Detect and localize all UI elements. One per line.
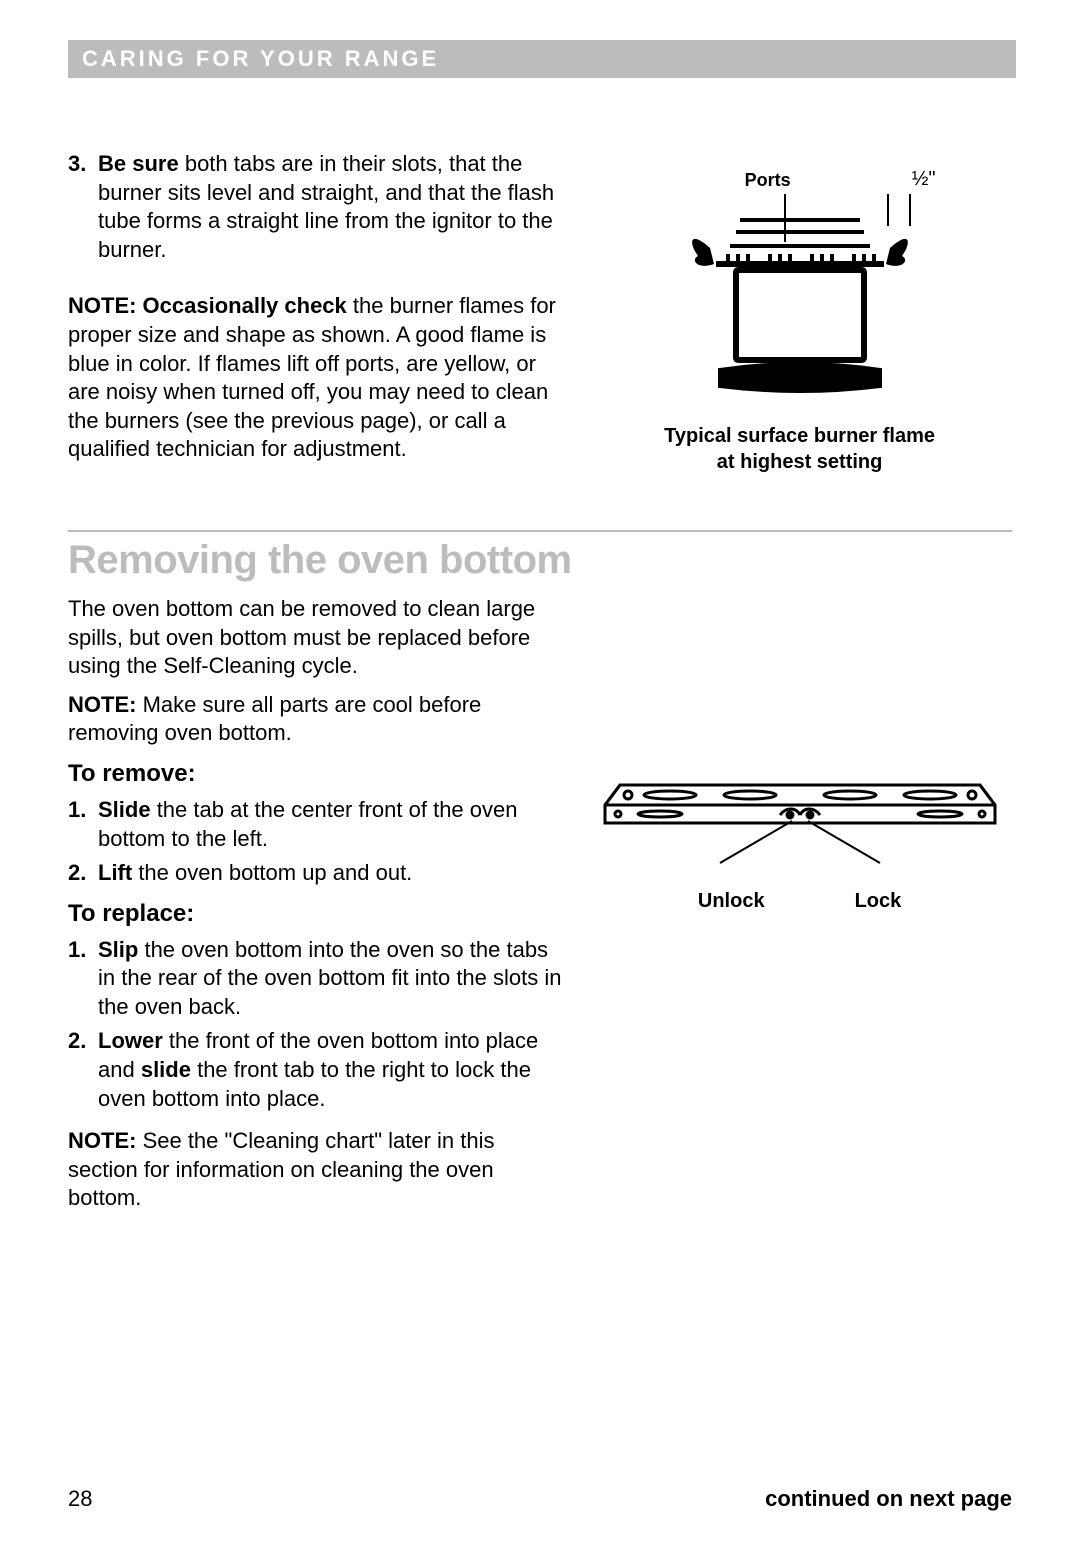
list-text: Slip the oven bottom into the oven so th… xyxy=(98,936,567,1022)
list-num: 2. xyxy=(68,859,92,888)
ports-label: Ports xyxy=(745,170,791,191)
step-bold: Be sure xyxy=(98,151,179,176)
note2-bold: NOTE: xyxy=(68,692,136,717)
unlock-lock-labels: Unlock Lock xyxy=(587,890,1012,913)
lock-label: Lock xyxy=(855,890,902,913)
burner-figure-column: Ports ½" xyxy=(587,150,1012,492)
bottom-left-column: The oven bottom can be removed to clean … xyxy=(68,595,587,1223)
list-rest: the oven bottom into the oven so the tab… xyxy=(98,937,561,1019)
list-bold: Lift xyxy=(98,860,132,885)
unlock-label: Unlock xyxy=(698,890,765,913)
page-number: 28 xyxy=(68,1486,92,1512)
header-bar: CARING FOR YOUR RANGE xyxy=(68,40,1016,78)
list-num: 1. xyxy=(68,796,92,853)
replace-step-1: 1. Slip the oven bottom into the oven so… xyxy=(68,936,567,1022)
step-text: Be sure both tabs are in their slots, th… xyxy=(98,150,567,264)
list-text: Lift the oven bottom up and out. xyxy=(98,859,412,888)
remove-step-1: 1. Slide the tab at the center front of … xyxy=(68,796,567,853)
header-title: CARING FOR YOUR RANGE xyxy=(82,46,439,72)
list-text: Slide the tab at the center front of the… xyxy=(98,796,567,853)
remove-step-2: 2. Lift the oven bottom up and out. xyxy=(68,859,567,888)
top-section: 3. Be sure both tabs are in their slots,… xyxy=(68,150,1012,492)
list-num: 1. xyxy=(68,936,92,1022)
note-cool: NOTE: Make sure all parts are cool befor… xyxy=(68,691,567,748)
oven-bottom-icon xyxy=(600,755,1000,875)
list-bold: Slide xyxy=(98,797,151,822)
note-rest: the burner flames for proper size and sh… xyxy=(68,293,556,461)
list-bold: Lower xyxy=(98,1028,163,1053)
oven-bottom-figure-column: Unlock Lock xyxy=(587,595,1012,1223)
list-num: 2. xyxy=(68,1027,92,1113)
section-title: Removing the oven bottom xyxy=(68,538,1012,583)
page-footer: 28 continued on next page xyxy=(68,1486,1012,1512)
step-3: 3. Be sure both tabs are in their slots,… xyxy=(68,150,567,264)
note-bold: NOTE: Occasionally check xyxy=(68,293,347,318)
list-rest: the tab at the center front of the oven … xyxy=(98,797,518,851)
caption-line2: at highest setting xyxy=(717,451,883,473)
burner-flame-icon xyxy=(670,190,930,400)
note-occasionally: NOTE: Occasionally check the burner flam… xyxy=(68,292,567,464)
list-bold: Slip xyxy=(98,937,138,962)
continued-label: continued on next page xyxy=(765,1486,1012,1512)
to-remove-heading: To remove: xyxy=(68,760,567,788)
replace-step-2: 2. Lower the front of the oven bottom in… xyxy=(68,1027,567,1113)
intro-para: The oven bottom can be removed to clean … xyxy=(68,595,567,681)
burner-caption: Typical surface burner flame at highest … xyxy=(587,423,1012,475)
caption-line1: Typical surface burner flame xyxy=(664,425,935,447)
note3-bold: NOTE: xyxy=(68,1128,136,1153)
list-text: Lower the front of the oven bottom into … xyxy=(98,1027,567,1113)
note-cleaning-chart: NOTE: See the "Cleaning chart" later in … xyxy=(68,1127,567,1213)
bottom-section: The oven bottom can be removed to clean … xyxy=(68,595,1012,1223)
step-number: 3. xyxy=(68,150,92,264)
section-divider xyxy=(68,530,1012,532)
to-replace-heading: To replace: xyxy=(68,900,567,928)
top-left-column: 3. Be sure both tabs are in their slots,… xyxy=(68,150,587,492)
half-inch-label: ½" xyxy=(912,168,936,191)
list-bold2: slide xyxy=(141,1057,191,1082)
list-rest: the oven bottom up and out. xyxy=(132,860,412,885)
